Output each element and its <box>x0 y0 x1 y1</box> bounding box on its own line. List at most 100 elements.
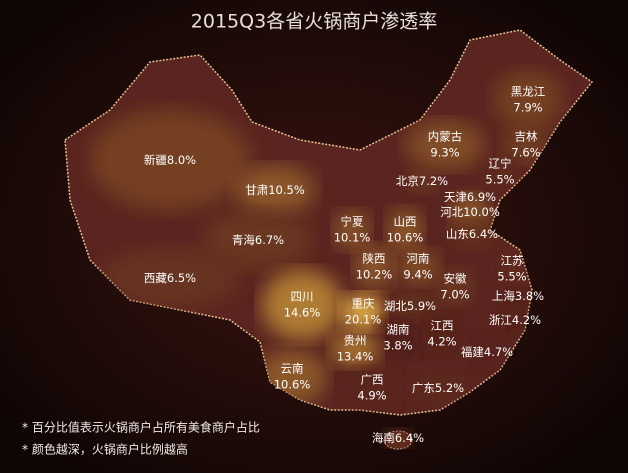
region-name: 西藏 <box>144 271 167 285</box>
region-value: 4.2% <box>512 313 541 327</box>
region-name: 山西 <box>394 215 417 229</box>
map-title: 2015Q3各省火锅商户渗透率 <box>191 11 437 33</box>
region-value: 4.9% <box>357 389 386 403</box>
region <box>408 169 436 193</box>
region <box>480 157 520 187</box>
region-value: 3.8% <box>515 289 544 303</box>
region-value: 5.9% <box>407 299 436 313</box>
region-name: 广东 <box>412 381 435 395</box>
region <box>501 127 551 163</box>
region-label: 湖北5.9% <box>384 299 436 313</box>
region-name: 天津 <box>444 190 467 204</box>
region <box>100 248 240 308</box>
region-value: 20.1% <box>345 313 382 327</box>
region-value: 6.4% <box>469 227 498 241</box>
region <box>262 270 342 340</box>
region-value: 6.5% <box>167 271 196 285</box>
region-name: 河北 <box>440 205 463 219</box>
region <box>235 165 315 215</box>
region-value: 6.4% <box>395 431 424 445</box>
region-value: 7.0% <box>440 288 469 302</box>
region-value: 10.0% <box>463 205 500 219</box>
region <box>508 288 528 304</box>
region-value: 9.3% <box>430 146 459 160</box>
region-name: 广西 <box>361 373 384 387</box>
region <box>387 208 423 252</box>
region-value: 6.9% <box>467 190 496 204</box>
region-name: 福建 <box>461 345 484 359</box>
region-label: 广东5.2% <box>412 381 464 395</box>
region-name: 宁夏 <box>341 215 364 229</box>
region <box>494 253 530 285</box>
region <box>493 70 563 130</box>
region <box>405 120 485 170</box>
region <box>469 332 505 372</box>
region-value: 10.2% <box>356 268 393 282</box>
region-name: 青海 <box>232 233 255 247</box>
region-name: 湖北 <box>384 299 407 313</box>
region-value: 10.1% <box>334 231 371 245</box>
region-label: 山东6.4% <box>446 227 498 241</box>
region-name: 陕西 <box>363 252 386 266</box>
region-label: 新疆8.0% <box>144 153 196 167</box>
region <box>203 210 313 270</box>
region-label: 天津6.9% <box>444 190 496 204</box>
note: * 百分比值表示火锅商户占所有美食商户占比 <box>22 420 260 435</box>
region-value: 5.2% <box>435 381 464 395</box>
region-value: 3.8% <box>383 339 412 353</box>
region <box>408 372 468 404</box>
region-value: 7.6% <box>511 146 540 160</box>
region-label: 北京7.2% <box>396 174 448 188</box>
region-name: 湖南 <box>387 323 410 337</box>
region <box>330 331 380 367</box>
region <box>437 269 473 305</box>
region-name: 云南 <box>281 362 304 376</box>
region-name: 河南 <box>407 252 430 266</box>
note: * 颜色越深，火锅商户比例越高 <box>22 442 188 457</box>
region-name: 吉林 <box>515 130 538 144</box>
region-name: 辽宁 <box>489 157 512 171</box>
region-value: 14.6% <box>284 306 321 320</box>
region-value: 6.7% <box>255 233 284 247</box>
region-name: 四川 <box>291 290 314 304</box>
region-name: 安徽 <box>444 272 467 286</box>
region-value: 10.6% <box>387 231 424 245</box>
region-name: 贵州 <box>344 334 367 348</box>
region <box>376 318 420 358</box>
region-value: 10.5% <box>268 183 305 197</box>
region <box>450 220 494 248</box>
region-value: 13.4% <box>337 350 374 364</box>
region-value: 5.5% <box>497 270 526 284</box>
region <box>334 210 370 250</box>
region-value: 5.5% <box>485 173 514 187</box>
region-name: 海南 <box>372 431 395 445</box>
region-label: 河北10.0% <box>440 205 500 219</box>
region-value: 8.0% <box>167 153 196 167</box>
region-name: 甘肃 <box>245 183 268 197</box>
region-label: 甘肃10.5% <box>245 183 305 197</box>
region-name: 新疆 <box>144 153 167 167</box>
region-name: 重庆 <box>352 297 375 311</box>
region <box>90 110 250 210</box>
region-value: 4.7% <box>484 345 513 359</box>
region-value: 7.2% <box>419 174 448 188</box>
region-name: 内蒙古 <box>428 130 463 144</box>
region <box>424 312 460 356</box>
region <box>396 249 440 285</box>
region-value: 4.2% <box>427 335 456 349</box>
region <box>354 245 394 289</box>
region <box>344 368 400 408</box>
region-name: 黑龙江 <box>511 85 546 99</box>
region <box>341 294 385 330</box>
region-label: 青海6.7% <box>232 233 284 247</box>
region-label: 浙江4.2% <box>489 313 541 327</box>
region-value: 7.9% <box>513 101 542 115</box>
region-name: 浙江 <box>489 313 512 327</box>
region-name: 江苏 <box>501 254 524 268</box>
region-fills <box>90 70 563 408</box>
region <box>385 291 435 321</box>
region-name: 北京 <box>396 174 419 188</box>
region <box>384 429 412 447</box>
region-name: 上海 <box>492 289 515 303</box>
